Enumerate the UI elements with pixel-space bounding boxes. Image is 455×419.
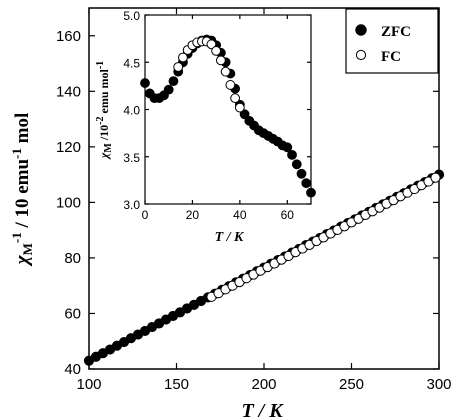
main-x-tick-label: 300 xyxy=(426,376,451,393)
inset-y-tick-label: 4.0 xyxy=(123,104,140,118)
inset-x-tick-label: 20 xyxy=(186,208,200,222)
main-y-tick-label: 160 xyxy=(56,28,81,45)
inset-point-fc xyxy=(230,93,241,104)
inset-point-zfc xyxy=(287,149,297,160)
main-y-tick-label: 80 xyxy=(64,250,81,267)
main-x-tick-label: 200 xyxy=(251,376,276,393)
inset-point-zfc xyxy=(291,159,302,170)
main-x-axis-label: T / K xyxy=(241,400,284,419)
inset-axis-ticks: 0 20 40 60 3.0 3.5 4.0 4.5 5.0 xyxy=(123,9,311,222)
inset-plot: 0 20 40 60 3.0 3.5 4.0 4.5 5.0 T / K χM /10-2 em… xyxy=(95,9,316,245)
inset-y-tick-label: 5.0 xyxy=(123,9,140,23)
legend: ZFC FC xyxy=(345,8,439,74)
inset-point-fc xyxy=(178,52,188,63)
main-x-tick-label: 150 xyxy=(164,376,189,393)
main-y-tick-label: 60 xyxy=(64,305,81,322)
inset-point-fc xyxy=(211,46,222,56)
inset-y-tick-label: 3.0 xyxy=(123,198,140,212)
inset-point-zfc xyxy=(301,178,312,189)
legend-marker-fc xyxy=(355,49,367,61)
inset-point-zfc xyxy=(163,84,174,95)
legend-marker-zfc xyxy=(355,24,367,36)
inset-point-fc xyxy=(225,80,236,90)
inset-x-tick-label: 0 xyxy=(142,208,149,222)
main-y-tick-label: 100 xyxy=(56,194,81,211)
main-y-tick-label: 120 xyxy=(56,139,81,156)
main-point-fc xyxy=(430,172,441,183)
main-y-tick-label: 140 xyxy=(56,83,81,100)
inset-point-fc xyxy=(206,39,217,50)
inset-point-zfc xyxy=(140,78,150,88)
inset-point-fc xyxy=(173,62,184,72)
inset-y-axis-label: χM /10-2 emu mol-1 xyxy=(95,61,114,160)
inset-y-tick-label: 3.5 xyxy=(123,151,140,165)
inset-point-zfc xyxy=(306,187,316,198)
inset-background xyxy=(145,15,311,204)
inset-point-zfc xyxy=(168,76,179,87)
main-y-axis-label: χM-1 / 10 emu-1 mol xyxy=(9,113,35,268)
inset-x-tick-label: 40 xyxy=(233,208,247,222)
inset-point-fc xyxy=(215,55,226,66)
main-x-tick-label: 250 xyxy=(339,376,364,393)
legend-label-fc: FC xyxy=(381,49,401,65)
inset-point-zfc xyxy=(282,142,293,153)
inset-point-zfc xyxy=(239,109,250,120)
main-y-tick-label: 40 xyxy=(64,361,81,378)
inset-point-fc xyxy=(220,66,231,77)
legend-box xyxy=(345,8,439,74)
inset-x-tick-label: 60 xyxy=(281,208,295,222)
legend-label-zfc: ZFC xyxy=(381,24,411,40)
inset-point-zfc xyxy=(296,168,307,179)
main-data-points xyxy=(83,169,445,366)
inset-data-points xyxy=(140,34,316,198)
main-x-tick-label: 100 xyxy=(76,376,101,393)
inset-y-tick-label: 4.5 xyxy=(123,56,140,70)
inset-x-axis-label: T / K xyxy=(215,230,245,245)
inset-point-fc xyxy=(234,102,245,113)
